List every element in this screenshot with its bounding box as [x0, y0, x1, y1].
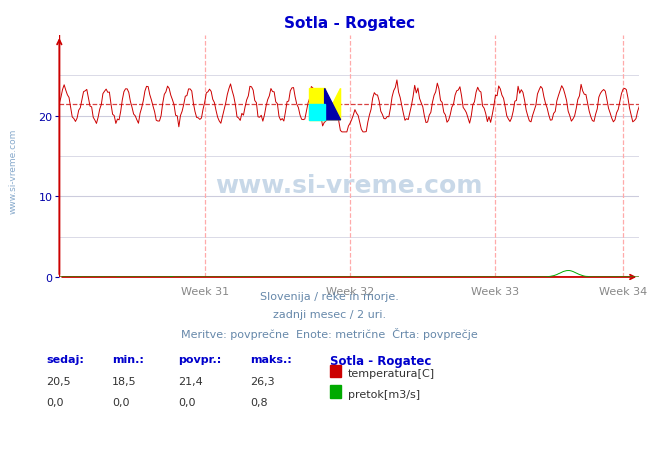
- Polygon shape: [325, 89, 341, 120]
- Text: 0,0: 0,0: [46, 397, 64, 407]
- Title: Sotla - Rogatec: Sotla - Rogatec: [284, 16, 415, 31]
- Text: temperatura[C]: temperatura[C]: [348, 368, 435, 378]
- Text: Slovenija / reke in morje.: Slovenija / reke in morje.: [260, 291, 399, 301]
- Text: 18,5: 18,5: [112, 377, 136, 387]
- Text: www.si-vreme.com: www.si-vreme.com: [9, 129, 18, 214]
- Polygon shape: [308, 105, 325, 120]
- Text: zadnji mesec / 2 uri.: zadnji mesec / 2 uri.: [273, 309, 386, 319]
- Text: Week 31: Week 31: [181, 286, 229, 296]
- Polygon shape: [308, 89, 325, 120]
- Text: maks.:: maks.:: [250, 354, 292, 364]
- Text: 0,0: 0,0: [112, 397, 130, 407]
- Text: Week 34: Week 34: [599, 286, 648, 296]
- Text: povpr.:: povpr.:: [178, 354, 221, 364]
- Text: 20,5: 20,5: [46, 377, 71, 387]
- Text: Week 33: Week 33: [471, 286, 519, 296]
- Text: www.si-vreme.com: www.si-vreme.com: [215, 174, 483, 198]
- Text: Sotla - Rogatec: Sotla - Rogatec: [330, 354, 431, 367]
- Text: 0,0: 0,0: [178, 397, 196, 407]
- Text: sedaj:: sedaj:: [46, 354, 84, 364]
- Text: 0,8: 0,8: [250, 397, 268, 407]
- Polygon shape: [325, 89, 341, 120]
- Text: 26,3: 26,3: [250, 377, 275, 387]
- Text: min.:: min.:: [112, 354, 144, 364]
- Text: Meritve: povprečne  Enote: metrične  Črta: povprečje: Meritve: povprečne Enote: metrične Črta:…: [181, 327, 478, 339]
- Text: 21,4: 21,4: [178, 377, 203, 387]
- Text: pretok[m3/s]: pretok[m3/s]: [348, 389, 420, 399]
- Text: Week 32: Week 32: [326, 286, 374, 296]
